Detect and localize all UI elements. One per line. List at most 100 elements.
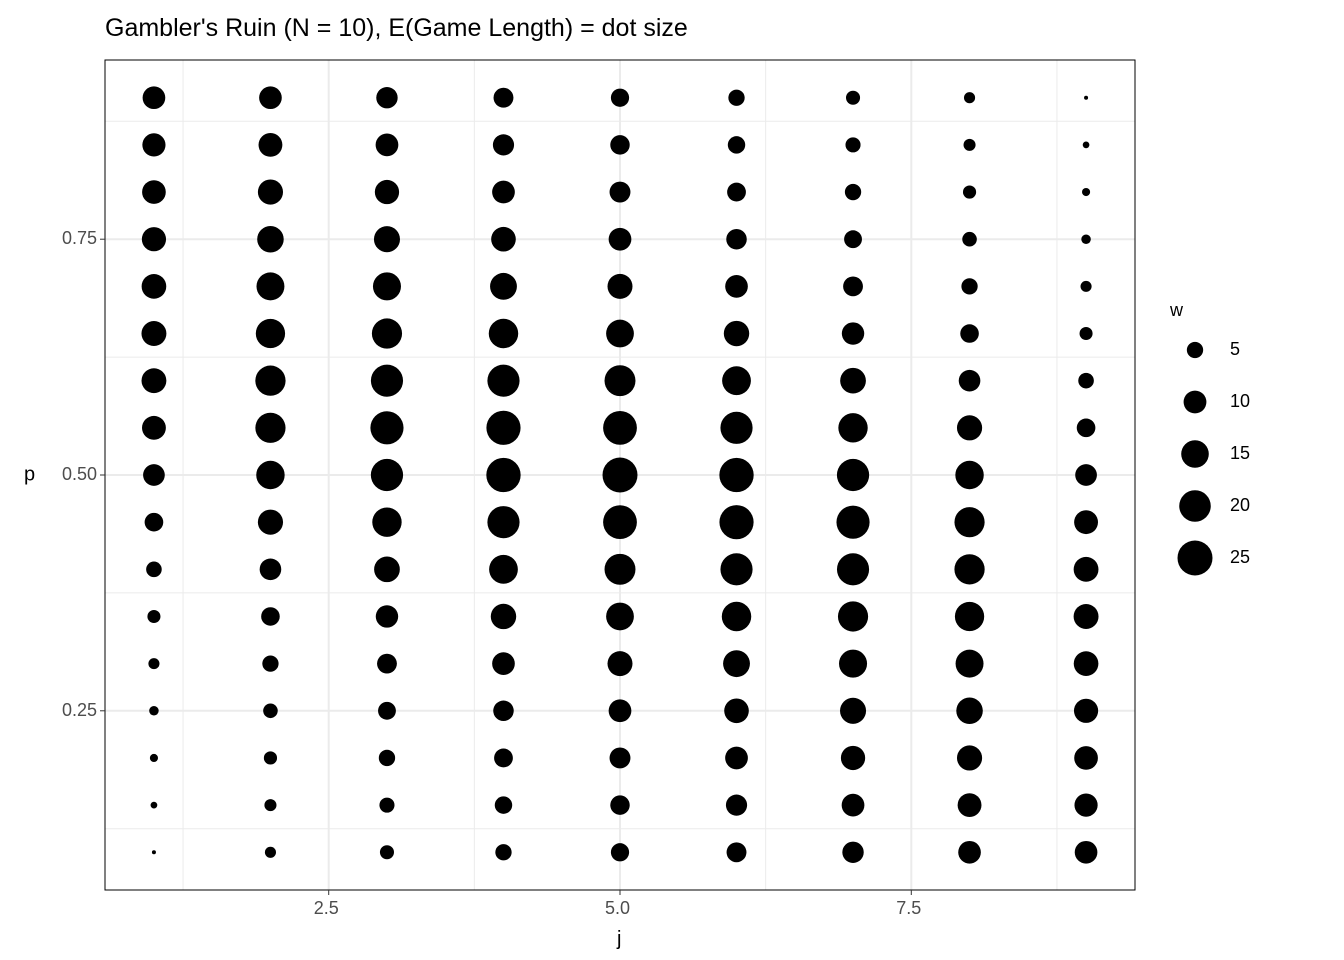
data-point: [1078, 373, 1094, 389]
data-point: [142, 274, 167, 299]
data-point: [262, 655, 278, 671]
data-point: [494, 88, 514, 108]
data-point: [725, 747, 748, 770]
data-point: [725, 275, 748, 298]
data-point: [493, 134, 514, 155]
legend-key: [1179, 490, 1211, 522]
legend-item-label: 20: [1230, 495, 1250, 516]
data-point: [845, 137, 860, 152]
data-point: [955, 461, 983, 489]
x-tick-label: 5.0: [605, 898, 630, 919]
data-point: [146, 562, 162, 578]
data-point: [374, 556, 400, 582]
data-point: [145, 513, 164, 532]
data-point: [837, 459, 869, 491]
data-point: [1082, 188, 1090, 196]
data-point: [954, 554, 984, 584]
data-point: [964, 92, 975, 103]
data-point: [379, 798, 394, 813]
data-point: [842, 794, 865, 817]
data-point: [727, 842, 747, 862]
data-point: [376, 87, 397, 108]
data-point: [1075, 841, 1098, 864]
data-point: [492, 652, 515, 675]
data-point: [377, 654, 397, 674]
data-point: [728, 136, 745, 153]
data-point: [143, 86, 166, 109]
data-point: [608, 274, 633, 299]
data-point: [487, 365, 519, 397]
data-point: [720, 553, 752, 585]
legend-key: [1178, 541, 1213, 576]
data-point: [1074, 510, 1098, 534]
chart-title: Gambler's Ruin (N = 10), E(Game Length) …: [105, 14, 688, 43]
data-point: [722, 602, 751, 631]
data-point: [371, 459, 403, 491]
data-point: [486, 458, 520, 492]
data-point: [149, 706, 159, 716]
data-point: [376, 605, 398, 627]
data-point: [724, 321, 749, 346]
data-point: [719, 458, 753, 492]
data-point: [954, 507, 984, 537]
data-point: [846, 91, 860, 105]
chart-svg: [0, 0, 1344, 960]
data-point: [495, 844, 511, 860]
data-point: [372, 507, 401, 536]
legend-key: [1187, 342, 1203, 358]
legend-key: [1181, 440, 1209, 468]
data-point: [142, 227, 166, 251]
data-point: [1081, 281, 1092, 292]
data-point: [956, 650, 984, 678]
data-point: [263, 704, 278, 719]
data-point: [378, 702, 396, 720]
y-tick-label: 0.75: [62, 228, 97, 249]
data-point: [490, 273, 517, 300]
data-point: [955, 602, 984, 631]
data-point: [603, 505, 637, 539]
data-point: [150, 754, 158, 762]
data-point: [958, 841, 981, 864]
data-point: [142, 368, 167, 393]
data-point: [147, 610, 160, 623]
data-point: [1074, 557, 1099, 582]
data-point: [1074, 604, 1099, 629]
data-point: [720, 412, 752, 444]
data-point: [605, 365, 636, 396]
data-point: [1074, 794, 1097, 817]
data-point: [1074, 651, 1099, 676]
data-point: [838, 601, 868, 631]
data-point: [151, 802, 158, 809]
chart-root: Gambler's Ruin (N = 10), E(Game Length) …: [0, 0, 1344, 960]
data-point: [258, 510, 283, 535]
data-point: [492, 181, 515, 204]
data-point: [958, 793, 982, 817]
data-point: [265, 847, 276, 858]
y-tick-label: 0.50: [62, 464, 97, 485]
data-point: [603, 411, 637, 445]
data-point: [1080, 327, 1093, 340]
data-point: [264, 751, 277, 764]
data-point: [611, 89, 629, 107]
data-point: [375, 180, 399, 204]
data-point: [726, 229, 746, 249]
data-point: [836, 506, 869, 539]
data-point: [142, 416, 166, 440]
data-point: [259, 133, 283, 157]
data-point: [257, 226, 284, 253]
data-point: [486, 411, 520, 445]
data-point: [371, 365, 403, 397]
legend-item-label: 10: [1230, 391, 1250, 412]
data-point: [373, 272, 401, 300]
data-point: [493, 701, 513, 721]
data-point: [963, 185, 976, 198]
data-point: [842, 322, 864, 344]
data-point: [372, 318, 402, 348]
data-point: [1084, 96, 1088, 100]
data-point: [258, 179, 283, 204]
legend-item-label: 15: [1230, 443, 1250, 464]
x-tick-label: 2.5: [314, 898, 339, 919]
data-point: [1077, 419, 1096, 438]
data-point: [1074, 699, 1098, 723]
y-axis-label: p: [24, 464, 35, 487]
